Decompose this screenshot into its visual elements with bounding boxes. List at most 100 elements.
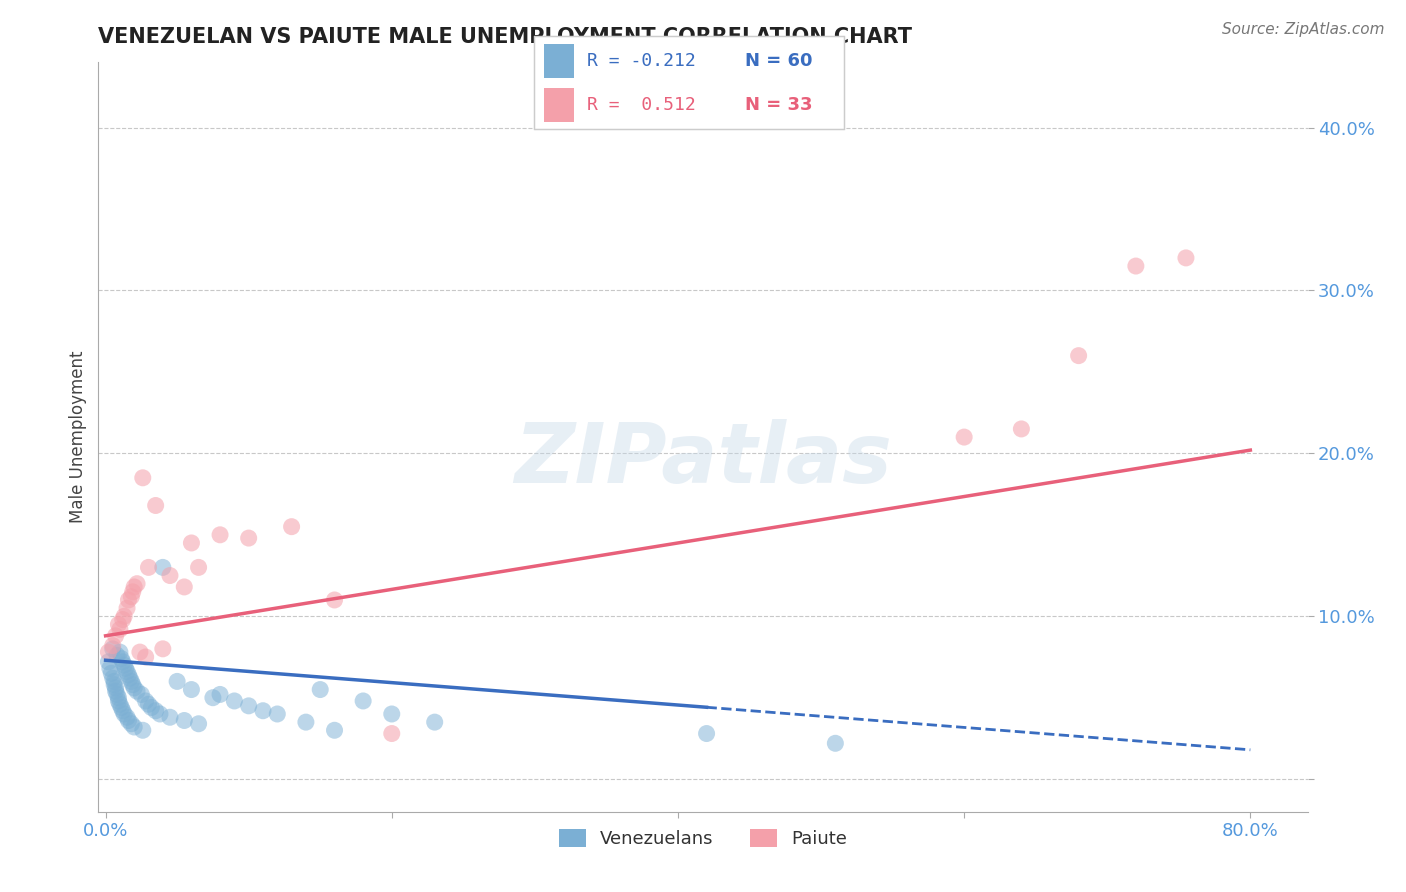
Point (159, 710, 181, 724)
Point (323, 723, 346, 738)
Point (187, 560, 209, 574)
Point (117, 593, 139, 607)
Y-axis label: Male Unemployment: Male Unemployment (69, 351, 87, 524)
Point (120, 590, 142, 604)
Point (111, 704, 134, 718)
Point (824, 736, 846, 750)
Point (138, 697, 160, 711)
Point (266, 706, 288, 721)
Point (105, 648, 128, 663)
Text: N = 33: N = 33 (745, 96, 813, 114)
Point (352, 694, 374, 708)
Point (104, 681, 127, 695)
Point (117, 714, 139, 728)
Point (166, 674, 188, 689)
Point (108, 645, 131, 659)
Point (423, 715, 446, 730)
Point (141, 700, 163, 714)
Point (1010, 422, 1032, 436)
Point (323, 593, 346, 607)
Point (138, 560, 160, 574)
Point (238, 698, 260, 713)
Point (121, 584, 143, 599)
Point (132, 723, 155, 738)
Point (209, 688, 232, 702)
Point (112, 658, 135, 673)
Point (121, 678, 143, 692)
Point (115, 601, 138, 615)
Point (132, 471, 155, 485)
Point (953, 430, 976, 444)
Point (105, 688, 128, 702)
Text: R =  0.512: R = 0.512 (586, 96, 696, 114)
Point (107, 690, 129, 705)
Point (145, 704, 167, 718)
Point (111, 655, 134, 669)
Point (209, 528, 232, 542)
Point (145, 499, 167, 513)
Point (309, 682, 332, 697)
Point (117, 668, 139, 682)
Point (187, 716, 209, 731)
Point (152, 560, 174, 574)
Point (381, 726, 404, 740)
Point (152, 641, 174, 656)
Point (111, 613, 134, 627)
Point (1067, 349, 1090, 363)
Point (108, 697, 131, 711)
Point (696, 726, 718, 740)
Point (107, 617, 129, 632)
Point (97, 655, 120, 669)
Point (100, 666, 122, 681)
Point (103, 678, 125, 692)
Point (252, 704, 274, 718)
Point (149, 706, 172, 721)
Point (381, 706, 404, 721)
Point (120, 716, 142, 731)
Point (112, 609, 135, 624)
Point (97, 645, 120, 659)
Point (135, 650, 157, 665)
Legend: Venezuelans, Paiute: Venezuelans, Paiute (551, 822, 855, 855)
Point (238, 531, 260, 545)
Point (122, 681, 145, 695)
Point (101, 641, 124, 656)
FancyBboxPatch shape (544, 88, 575, 122)
Point (110, 651, 132, 665)
Point (98, 661, 121, 675)
Point (1125, 259, 1147, 273)
Text: Source: ZipAtlas.com: Source: ZipAtlas.com (1222, 22, 1385, 37)
Point (107, 694, 129, 708)
Point (180, 682, 202, 697)
Point (103, 674, 125, 689)
Text: N = 60: N = 60 (745, 52, 813, 70)
Point (295, 715, 318, 730)
Text: ZIPatlas: ZIPatlas (515, 419, 891, 500)
Point (104, 684, 127, 698)
Point (135, 694, 157, 708)
Point (120, 674, 142, 689)
Point (224, 694, 246, 708)
Point (112, 706, 135, 721)
Point (201, 690, 224, 705)
Point (108, 622, 131, 636)
Point (125, 576, 148, 591)
Point (125, 684, 148, 698)
Point (280, 519, 302, 533)
Point (180, 536, 202, 550)
Point (118, 671, 141, 685)
FancyBboxPatch shape (544, 44, 575, 78)
Point (104, 629, 127, 643)
Point (129, 645, 152, 659)
Point (173, 714, 195, 728)
Point (114, 661, 136, 675)
Point (131, 688, 153, 702)
Point (1174, 251, 1197, 265)
Point (122, 580, 145, 594)
Point (101, 639, 124, 653)
Point (173, 580, 195, 594)
Point (159, 568, 181, 582)
Point (101, 671, 124, 685)
Text: VENEZUELAN VS PAIUTE MALE UNEMPLOYMENT CORRELATION CHART: VENEZUELAN VS PAIUTE MALE UNEMPLOYMENT C… (98, 27, 912, 47)
Point (110, 700, 132, 714)
